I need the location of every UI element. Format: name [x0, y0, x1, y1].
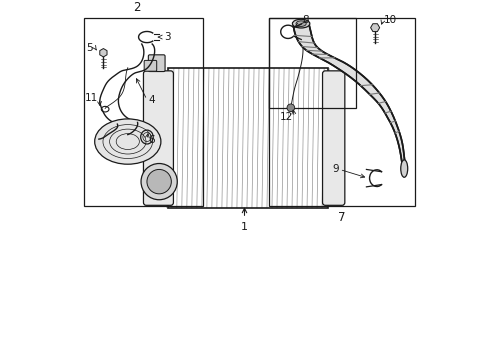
Text: 2: 2 — [132, 1, 140, 14]
Text: 5: 5 — [86, 42, 93, 53]
Ellipse shape — [95, 119, 161, 164]
Text: 11: 11 — [85, 93, 98, 103]
Text: 8: 8 — [302, 15, 308, 24]
Text: 9: 9 — [331, 165, 338, 175]
Bar — [268, 18, 414, 206]
Bar — [84, 18, 203, 206]
Circle shape — [286, 104, 294, 112]
Text: 12: 12 — [280, 112, 293, 122]
Ellipse shape — [400, 160, 407, 177]
Ellipse shape — [292, 19, 309, 28]
Text: 4: 4 — [148, 95, 155, 105]
Text: 1: 1 — [241, 222, 247, 232]
Polygon shape — [293, 23, 405, 170]
Ellipse shape — [295, 21, 305, 26]
Text: 7: 7 — [338, 211, 345, 224]
Text: 3: 3 — [164, 32, 171, 42]
Bar — [167, 68, 327, 208]
FancyBboxPatch shape — [144, 60, 156, 71]
FancyBboxPatch shape — [143, 71, 173, 205]
Bar — [268, 18, 355, 108]
Circle shape — [147, 170, 171, 194]
FancyBboxPatch shape — [322, 71, 344, 205]
FancyBboxPatch shape — [148, 55, 165, 72]
Text: 6: 6 — [148, 135, 155, 145]
Text: 10: 10 — [383, 15, 396, 24]
Circle shape — [141, 163, 177, 200]
